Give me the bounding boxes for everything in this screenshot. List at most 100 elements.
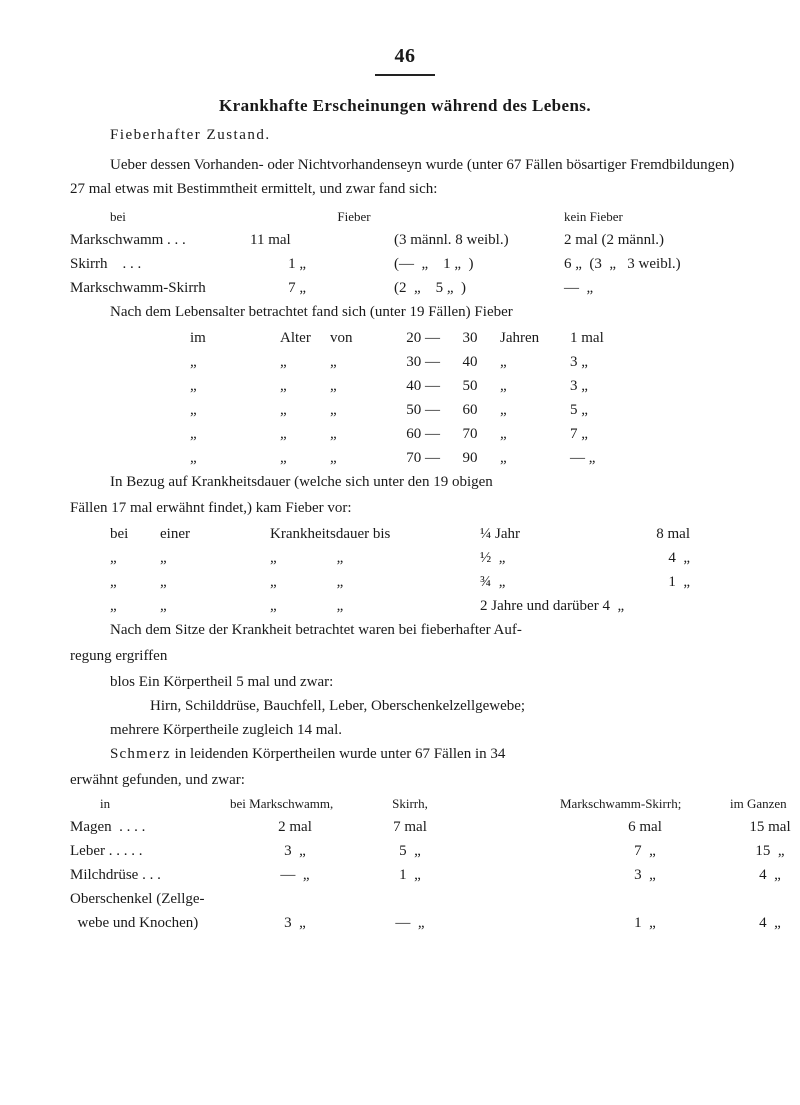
site-cell: Magen . . . . <box>70 815 230 839</box>
age-cell: „ <box>190 422 280 446</box>
dur-cell: 4 „ <box>590 546 690 570</box>
blank <box>460 863 560 887</box>
age-cell: „ <box>500 446 570 470</box>
site-head-sk: Skirrh, <box>360 794 460 815</box>
age-cell: „ <box>330 446 400 470</box>
age-cell: 40 — <box>400 374 440 398</box>
age-cell: „ <box>330 422 400 446</box>
dur-cell: „ <box>160 594 270 618</box>
age-table: im Alter von 20 — 30 Jahren 1 mal „ „ „ … <box>190 326 740 470</box>
schmerz-rest: in leidenden Körpertheilen wurde unter 6… <box>175 746 506 762</box>
after-fever-line: Nach dem Lebensalter betrachtet fand sic… <box>70 300 740 324</box>
blank <box>314 228 394 252</box>
site-head-bms: bei Markschwamm, <box>230 794 360 815</box>
site-cell: 4 „ <box>730 863 800 887</box>
age-cell: „ <box>330 398 400 422</box>
hirn-line: Hirn, Schilddrüse, Bauchfell, Leber, Obe… <box>70 694 740 718</box>
fever-row-name: Markschwamm-Skirrh <box>70 276 250 300</box>
fever-row-paren: (— „ 1 „ ) <box>394 252 564 276</box>
page: 46 Krankhafte Erscheinungen während des … <box>70 40 740 935</box>
mehrere-line: mehrere Körpertheile zugleich 14 mal. <box>70 718 740 742</box>
age-cell: 70 — <box>400 446 440 470</box>
site-head-in: in <box>70 794 230 815</box>
age-cell: „ <box>330 350 400 374</box>
dur-cell: 2 Jahre und darüber 4 „ <box>480 594 690 618</box>
age-cell: 40 <box>440 350 500 374</box>
age-cell: von <box>330 326 400 350</box>
age-cell: im <box>190 326 280 350</box>
fever-row-paren: (2 „ 5 „ ) <box>394 276 564 300</box>
site-cell: 7 „ <box>560 839 730 863</box>
dur-cell: „ „ <box>270 594 480 618</box>
fever-row-name: Skirrh . . . <box>70 252 250 276</box>
age-cell: 5 „ <box>570 398 630 422</box>
dur-cell: „ „ <box>270 546 480 570</box>
age-cell: „ <box>280 422 330 446</box>
bezug-line-1: In Bezug auf Krankheitsdauer (welche sic… <box>70 470 740 494</box>
site-head-mskirrh: Markschwamm-Skirrh; <box>560 794 730 815</box>
age-cell: 60 <box>440 398 500 422</box>
site-cell: Oberschenkel (Zellge- <box>70 887 800 911</box>
age-cell: „ <box>190 350 280 374</box>
site-cell: 3 „ <box>230 911 360 935</box>
blank <box>394 207 564 228</box>
schmerz-line-2: erwähnt gefunden, und zwar: <box>70 768 740 792</box>
site-cell: 15 „ <box>730 839 800 863</box>
age-cell: 50 <box>440 374 500 398</box>
site-cell: 1 „ <box>560 911 730 935</box>
site-cell: — „ <box>230 863 360 887</box>
fever-row-rest: — „ <box>564 276 744 300</box>
fever-row-paren: (3 männl. 8 weibl.) <box>394 228 564 252</box>
fever-head-kein: kein Fieber <box>564 207 744 228</box>
dur-cell: ¾ „ <box>480 570 590 594</box>
page-number: 46 <box>70 40 740 72</box>
dur-cell: „ <box>110 570 160 594</box>
site-cell: Leber . . . . . <box>70 839 230 863</box>
age-cell: „ <box>280 446 330 470</box>
age-cell: 50 — <box>400 398 440 422</box>
dur-cell: einer <box>160 522 270 546</box>
blos-line: blos Ein Körpertheil 5 mal und zwar: <box>70 670 740 694</box>
age-cell: Jahren <box>500 326 570 350</box>
site-cell: — „ <box>360 911 460 935</box>
age-cell: „ <box>500 422 570 446</box>
age-cell: „ <box>280 350 330 374</box>
sitz-line-1: Nach dem Sitze der Krankheit betrachtet … <box>70 618 740 642</box>
dur-cell: ¼ Jahr <box>480 522 590 546</box>
site-table: in bei Markschwamm, Skirrh, Markschwamm-… <box>70 794 740 935</box>
section-heading: Krankhafte Erscheinungen während des Leb… <box>70 92 740 119</box>
dur-cell: 1 „ <box>590 570 690 594</box>
fever-row-count: 1 „ <box>250 252 314 276</box>
fever-row-count: 7 „ <box>250 276 314 300</box>
page-rule <box>375 74 435 76</box>
age-cell: 3 „ <box>570 350 630 374</box>
age-cell: 70 <box>440 422 500 446</box>
blank <box>314 252 394 276</box>
dur-cell: ½ „ <box>480 546 590 570</box>
schmerz-line-1: Schmerz in leidenden Körpertheilen wurde… <box>70 742 740 766</box>
section-subheading: Fieberhafter Zustand. <box>70 123 740 147</box>
blank <box>460 839 560 863</box>
site-cell: 7 mal <box>360 815 460 839</box>
fever-row-rest: 6 „ (3 „ 3 weibl.) <box>564 252 744 276</box>
bezug-line-2: Fällen 17 mal erwähnt findet,) kam Fiebe… <box>70 496 740 520</box>
blank <box>460 794 560 815</box>
age-cell: „ <box>280 398 330 422</box>
age-cell: 1 mal <box>570 326 630 350</box>
blank <box>314 276 394 300</box>
fever-row-rest: 2 mal (2 männl.) <box>564 228 744 252</box>
age-cell: „ <box>190 398 280 422</box>
schmerz-word: Schmerz <box>110 746 171 762</box>
age-cell: 7 „ <box>570 422 630 446</box>
dur-cell: „ <box>160 546 270 570</box>
age-cell: 20 — <box>400 326 440 350</box>
age-cell: 30 — <box>400 350 440 374</box>
intro-paragraph: Ueber dessen Vorhanden- oder Nichtvorhan… <box>70 153 740 201</box>
dur-cell: „ <box>110 546 160 570</box>
site-cell: 3 „ <box>560 863 730 887</box>
site-cell: 3 „ <box>230 839 360 863</box>
dur-cell: bei <box>110 522 160 546</box>
site-cell: Milchdrüse . . . <box>70 863 230 887</box>
age-cell: 60 — <box>400 422 440 446</box>
age-cell: „ <box>190 374 280 398</box>
